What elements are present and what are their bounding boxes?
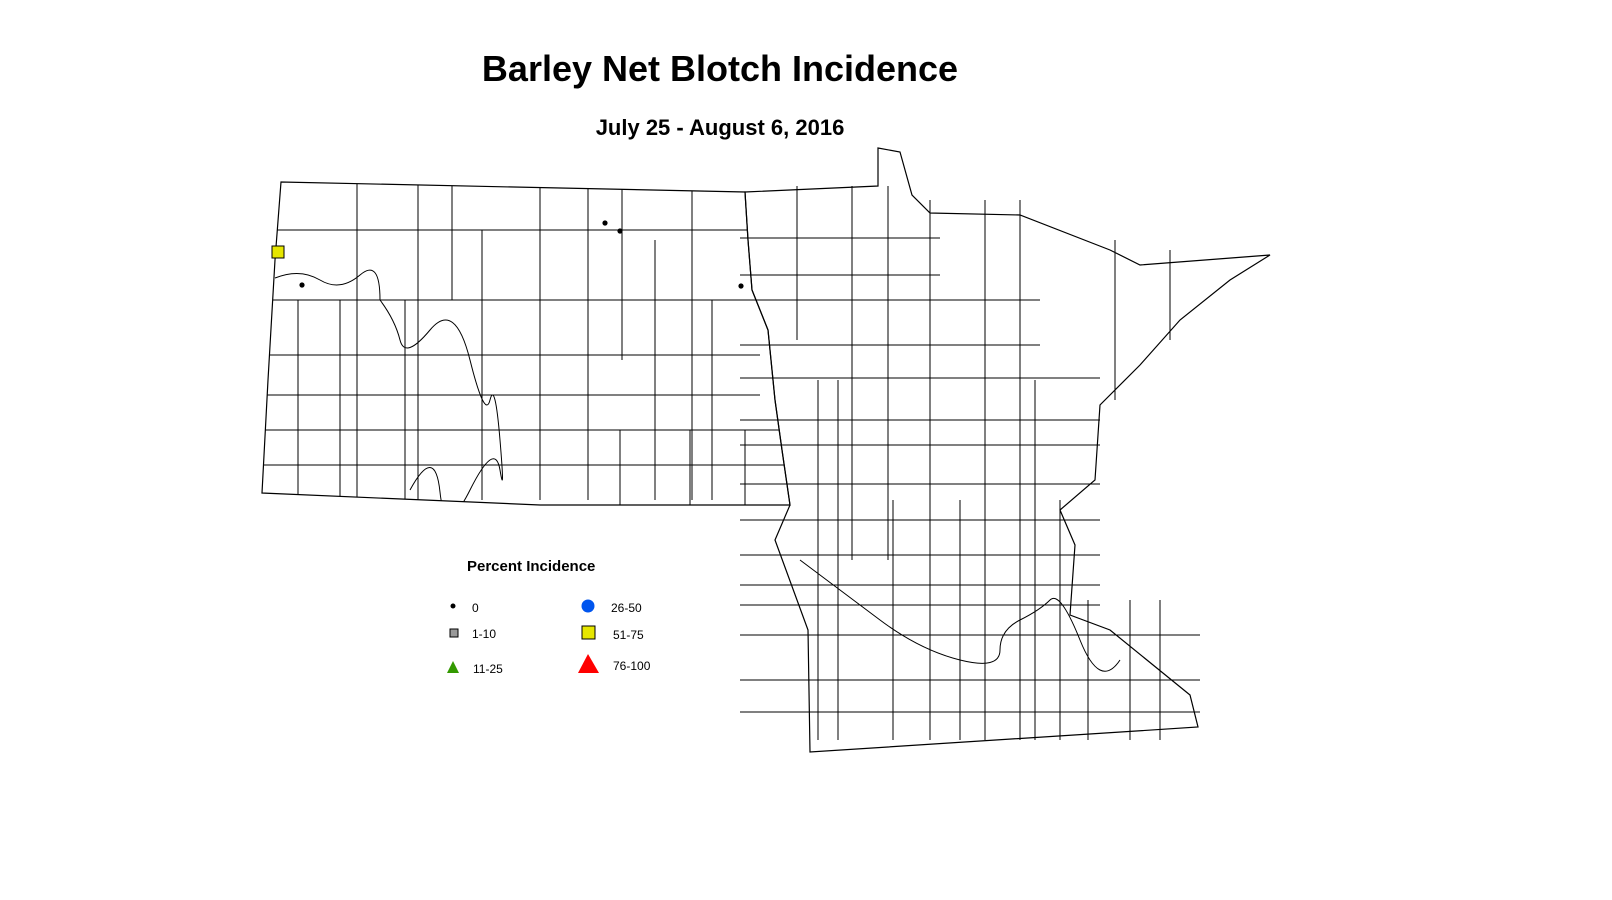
minnesota-outline [744, 147, 1271, 753]
legend-title: Percent Incidence [467, 558, 596, 575]
legend-symbol-1-10 [449, 628, 459, 638]
marker-0[interactable] [299, 282, 305, 288]
legend-label: 0 [472, 601, 479, 615]
marker-51-75[interactable] [271, 245, 285, 259]
legend-label: 76-100 [613, 659, 651, 673]
legend-label: 11-25 [473, 662, 503, 676]
legend-symbol-11-25 [447, 661, 459, 673]
legend-symbol-0 [450, 603, 456, 609]
map-title: Barley Net Blotch Incidence [481, 48, 959, 89]
observation-markers [271, 220, 744, 289]
legend-symbol-51-75 [581, 625, 596, 640]
map-subtitle: July 25 - August 6, 2016 [595, 115, 845, 140]
legend-label: 51-75 [613, 628, 644, 642]
marker-0[interactable] [617, 228, 623, 234]
minnesota-counties [740, 186, 1200, 740]
legend-symbol-26-50 [581, 599, 595, 613]
legend-symbol-76-100 [578, 654, 599, 673]
legend-label: 1-10 [472, 627, 497, 641]
north-dakota-counties [262, 182, 790, 505]
legend-symbols [447, 599, 599, 673]
legend-label: 26-50 [611, 601, 642, 615]
marker-0[interactable] [602, 220, 608, 226]
marker-0[interactable] [738, 283, 744, 289]
